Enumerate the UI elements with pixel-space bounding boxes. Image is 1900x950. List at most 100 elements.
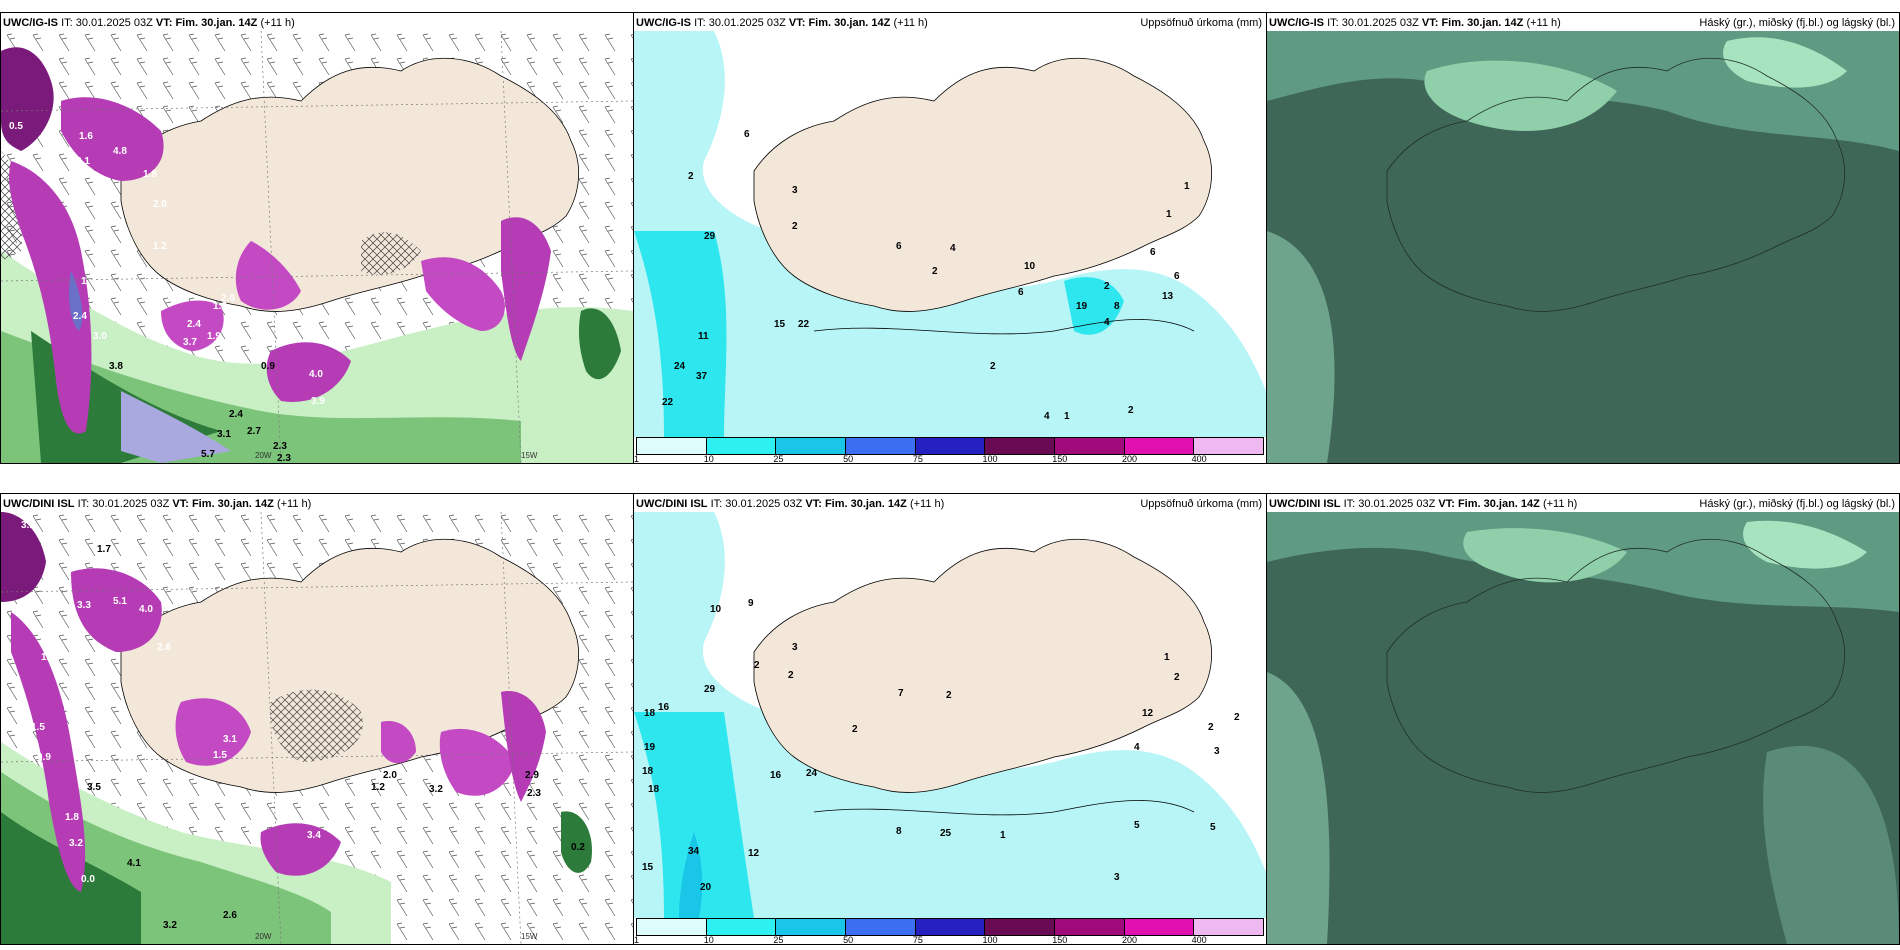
panel-header: UWC/IG-IS IT: 30.01.2025 03Z VT: Fim. 30… [3, 17, 295, 29]
legend-tick: 10 [703, 454, 714, 464]
legend-colorbar [636, 437, 1264, 455]
hatch-area-west [1, 151, 23, 261]
longitude-label: 15W [521, 451, 538, 460]
legend-colorbar [636, 918, 1264, 936]
it-value: 30.01.2025 03Z [708, 17, 786, 29]
wind-value-label: 1.2 [213, 301, 227, 312]
legend-tick: 1 [634, 935, 640, 945]
it-value: 30.01.2025 03Z [1341, 17, 1419, 29]
contour-line [813, 800, 1195, 816]
precip-title: Uppsöfnuð úrkoma (mm) [1140, 17, 1262, 29]
wind-value-label: 2.4 [73, 311, 87, 322]
wind-value-label: 1.5 [213, 750, 227, 761]
wind-value-label: 2.7 [247, 426, 261, 437]
precip-value-label: 6 [1018, 287, 1024, 298]
precip-value-label: 20 [700, 882, 712, 893]
wind-value-label: 1.9 [207, 331, 221, 342]
light-precip-area [634, 31, 1266, 437]
legend-tick: 100 [982, 935, 998, 945]
vt-value: Fim. 30.jan. 14Z [1457, 498, 1540, 510]
precip-value-label: 22 [662, 397, 674, 408]
legend-ticks: 1 10 25 50 75 100 150 200 400 [634, 454, 1264, 464]
wind-value-label: 2.3 [277, 453, 291, 463]
hatch-area-central [270, 689, 363, 762]
purple-band-sw [161, 300, 224, 351]
cloud-map [1267, 512, 1899, 944]
vt-label: VT: [155, 17, 173, 29]
precip-value-label: 10 [1024, 261, 1036, 272]
legend-tick: 200 [1121, 935, 1137, 945]
precip-value-label: 16 [770, 770, 782, 781]
wind-value-label: 3.2 [429, 784, 443, 795]
purple-band-sw [175, 698, 251, 766]
lead-time: (+11 h) [276, 498, 312, 510]
cloud-area-west [1267, 231, 1335, 463]
precip-value-label: 1 [1164, 652, 1170, 663]
legend-swatch [846, 438, 916, 454]
wind-value-label: 0.9 [37, 752, 51, 763]
legend-swatch [915, 919, 986, 935]
legend-tick: 50 [843, 454, 854, 464]
legend-swatch [846, 919, 916, 935]
iceland-land [753, 57, 1212, 312]
green-spot-east [578, 308, 621, 380]
wind-value-label: 1.8 [65, 812, 79, 823]
hatch-area-south [361, 232, 421, 275]
wind-value-label: 2.3 [527, 788, 541, 799]
high-cloud-area [1424, 60, 1617, 131]
model-name: UWC/DINI ISL [3, 498, 75, 510]
panel-header: UWC/DINI ISL IT: 30.01.2025 03Z VT: Fim.… [3, 498, 311, 510]
legend-swatch [1194, 438, 1264, 454]
precip-value-label: 6 [1150, 247, 1156, 258]
wind-value-label: 0.3 [99, 195, 113, 206]
cloud-map-svg [1267, 31, 1899, 463]
iceland-land [753, 538, 1212, 793]
wind-value-label: 2.4 [229, 409, 243, 420]
wind-map: 3.1 1.7 3.3 5.1 4.0 1.9 1.5 2.6 0.9 3.5 … [1, 512, 633, 944]
panel-header: UWC/IG-IS IT: 30.01.2025 03Z VT: Fim. 30… [1269, 17, 1561, 29]
wind-value-label: 1.5 [31, 722, 45, 733]
precip-value-label: 29 [704, 684, 716, 695]
wind-value-label: 3.1 [76, 156, 90, 167]
wind-value-label: 5.7 [201, 449, 215, 460]
legend-swatch [637, 438, 707, 454]
lead-time: (+11 h) [893, 17, 928, 29]
precip-value-label: 11 [698, 331, 709, 342]
vt-label: VT: [1438, 498, 1455, 510]
vt-label: VT: [1421, 17, 1439, 29]
wind-value-label: 3.2 [163, 920, 177, 931]
wind-value-label: 4.8 [113, 146, 127, 157]
snow-area [121, 391, 231, 463]
lead-time: (+11 h) [1526, 17, 1561, 29]
panel-header: UWC/DINI ISL IT: 30.01.2025 03Z VT: Fim.… [636, 498, 944, 510]
precip-value-label: 2 [852, 724, 858, 735]
vt-value: Fim. 30.jan. 14Z [175, 17, 258, 29]
precip-value-label: 18 [648, 784, 660, 795]
purple-band-west [9, 161, 92, 434]
wind-value-label: 2.0 [153, 199, 167, 210]
legend-tick: 100 [982, 454, 998, 464]
precip-value-label: 24 [674, 361, 686, 372]
precip-title: Uppsöfnuð úrkoma (mm) [1140, 498, 1262, 510]
it-label: IT: [1327, 17, 1339, 29]
purple-band-east [501, 217, 551, 361]
green-spot-east [561, 811, 592, 873]
wind-value-label: 4.1 [127, 858, 141, 869]
legend-swatch [1124, 438, 1195, 454]
model-name: UWC/IG-IS [636, 17, 691, 29]
precip-value-label: 24 [806, 768, 818, 779]
precip-value-label: 3 [792, 642, 798, 653]
wind-value-label: 3.8 [109, 361, 123, 372]
vt-label: VT: [788, 17, 806, 29]
precip-value-label: 2 [688, 171, 694, 182]
wind-value-label: 3.4 [307, 830, 321, 841]
iceland-land [120, 57, 579, 312]
purple-band-west [11, 612, 86, 892]
precip-value-label: 15 [642, 862, 654, 873]
precip-value-label: 12 [1142, 708, 1154, 719]
precip-map: 10 9 3 2 2 29 7 2 2 2 12 4 2 1 3 2 16 18… [634, 512, 1266, 918]
precip-legend: 1 10 25 50 75 100 150 200 400 [634, 918, 1266, 944]
model-name: UWC/IG-IS [3, 17, 58, 29]
precip-map: 6 2 3 2 29 6 4 2 1 6 10 6 19 8 2 4 6 13 … [634, 31, 1266, 437]
precip-value-label: 1 [1166, 209, 1172, 220]
